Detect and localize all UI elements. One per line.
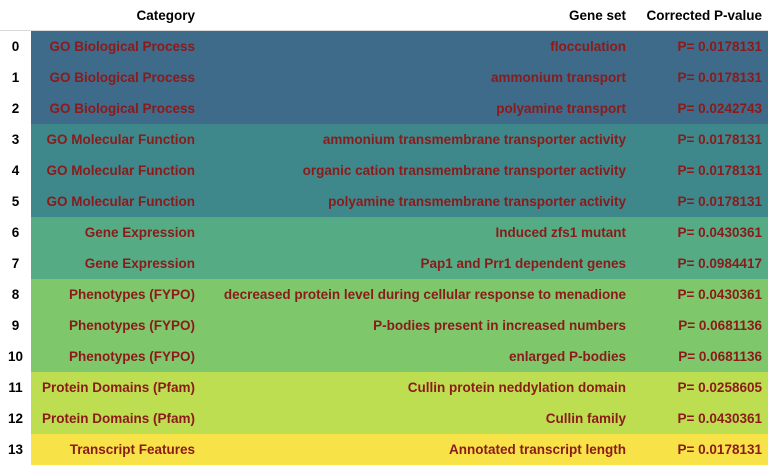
p-value-cell: P= 0.0178131 — [677, 132, 762, 147]
row-index: 12 — [0, 403, 31, 434]
row-highlight: Gene Expression Induced zfs1 mutant P= 0.0… — [31, 217, 768, 248]
gene-set-cell: polyamine transport — [496, 101, 626, 116]
p-value-cell: P= 0.0178131 — [677, 442, 762, 457]
category-header[interactable]: Category — [136, 7, 195, 23]
table-row[interactable]: 13 Transcript Features Annotated transcrip… — [0, 434, 768, 465]
row-index: 6 — [0, 217, 31, 248]
gene-set-cell: decreased protein level during cellular … — [223, 287, 626, 302]
table-row[interactable]: 11 Protein Domains (Pfam) Cullin protein n… — [0, 372, 768, 403]
gene-set-header[interactable]: Gene set — [568, 7, 626, 23]
category-cell: Gene Expression — [84, 225, 195, 240]
row-index: 3 — [0, 124, 31, 155]
table-row[interactable]: 9 Phenotypes (FYPO) P-bodies present in in… — [0, 310, 768, 341]
table-body: 0 GO Biological Process flocculation P= 0.0… — [0, 31, 768, 465]
row-highlight: Phenotypes (FYPO) enlarged P-bodies P= 0.0… — [31, 341, 768, 372]
category-cell: GO Biological Process — [49, 70, 195, 85]
row-index: 4 — [0, 155, 31, 186]
p-value-header[interactable]: Corrected P-value — [646, 7, 762, 23]
category-cell: Transcript Features — [69, 442, 195, 457]
p-value-cell: P= 0.0258605 — [677, 380, 762, 395]
category-cell: GO Molecular Function — [46, 163, 195, 178]
category-cell: GO Biological Process — [49, 39, 195, 54]
row-highlight: GO Biological Process ammonium transport P… — [31, 62, 768, 93]
category-cell: GO Molecular Function — [46, 194, 195, 209]
row-highlight: Protein Domains (Pfam) Cullin protein ned… — [31, 372, 768, 403]
p-value-cell: P= 0.0178131 — [677, 70, 762, 85]
row-highlight: GO Molecular Function polyamine transmemb… — [31, 186, 768, 217]
row-highlight: Protein Domains (Pfam) Cullin family P= 0.… — [31, 403, 768, 434]
table-row[interactable]: 7 Gene Expression Pap1 and Prr1 dependent … — [0, 248, 768, 279]
category-cell: Phenotypes (FYPO) — [68, 318, 195, 333]
p-value-cell: P= 0.0681136 — [678, 318, 762, 333]
row-highlight: GO Molecular Function organic cation tran… — [31, 155, 768, 186]
gene-set-cell: enlarged P-bodies — [508, 349, 626, 364]
p-value-cell: P= 0.0178131 — [677, 194, 762, 209]
index-header — [0, 0, 31, 30]
table-row[interactable]: 10 Phenotypes (FYPO) enlarged P-bodies P= 0… — [0, 341, 768, 372]
gene-set-cell: Cullin family — [545, 411, 626, 426]
gene-set-cell: Induced zfs1 mutant — [495, 225, 626, 240]
row-index: 9 — [0, 310, 31, 341]
table-row[interactable]: 3 GO Molecular Function ammonium transmemb… — [0, 124, 768, 155]
row-highlight: Phenotypes (FYPO) P-bodies present in inc… — [31, 310, 768, 341]
p-value-cell: P= 0.0681136 — [678, 349, 762, 364]
row-index: 10 — [0, 341, 31, 372]
table-row[interactable]: 1 GO Biological Process ammonium transport… — [0, 62, 768, 93]
p-value-cell: P= 0.0984417 — [677, 256, 762, 271]
row-highlight: GO Molecular Function ammonium transmembr… — [31, 124, 768, 155]
table-row[interactable]: 4 GO Molecular Function organic cation tra… — [0, 155, 768, 186]
p-value-cell: P= 0.0178131 — [677, 163, 762, 178]
p-value-cell: P= 0.0242743 — [677, 101, 762, 116]
gene-set-cell: P-bodies present in increased numbers — [373, 318, 626, 333]
row-highlight: Transcript Features Annotated transcript … — [31, 434, 768, 465]
row-highlight: GO Biological Process polyamine transport… — [31, 93, 768, 124]
category-cell: Protein Domains (Pfam) — [41, 411, 195, 426]
row-highlight: Phenotypes (FYPO) decreased protein level… — [31, 279, 768, 310]
gene-set-cell: flocculation — [550, 39, 626, 54]
category-cell: Phenotypes (FYPO) — [68, 349, 195, 364]
row-index: 5 — [0, 186, 31, 217]
gene-set-cell: ammonium transport — [490, 70, 626, 85]
table-row[interactable]: 5 GO Molecular Function polyamine transmem… — [0, 186, 768, 217]
row-index: 0 — [0, 31, 31, 62]
table-row[interactable]: 12 Protein Domains (Pfam) Cullin family P= … — [0, 403, 768, 434]
row-highlight: Gene Expression Pap1 and Prr1 dependent g… — [31, 248, 768, 279]
p-value-cell: P= 0.0430361 — [677, 287, 762, 302]
category-cell: Phenotypes (FYPO) — [68, 287, 195, 302]
p-value-cell: P= 0.0178131 — [677, 39, 762, 54]
category-cell: GO Molecular Function — [46, 132, 195, 147]
row-index: 7 — [0, 248, 31, 279]
gene-set-cell: organic cation transmembrane transporter… — [302, 163, 626, 178]
gene-set-cell: Pap1 and Prr1 dependent genes — [420, 256, 626, 271]
row-index: 13 — [0, 434, 31, 465]
row-index: 11 — [0, 372, 31, 403]
row-index: 1 — [0, 62, 31, 93]
table-row[interactable]: 2 GO Biological Process polyamine transpor… — [0, 93, 768, 124]
gene-set-cell: Annotated transcript length — [448, 442, 626, 457]
row-highlight: GO Biological Process flocculation P= 0.01… — [31, 31, 768, 62]
table-header: Category Gene set Corrected P-value — [0, 0, 768, 31]
row-index: 8 — [0, 279, 31, 310]
table-row[interactable]: 8 Phenotypes (FYPO) decreased protein leve… — [0, 279, 768, 310]
category-cell: Gene Expression — [84, 256, 195, 271]
gene-set-cell: ammonium transmembrane transporter activ… — [322, 132, 626, 147]
category-cell: GO Biological Process — [49, 101, 195, 116]
p-value-cell: P= 0.0430361 — [677, 225, 762, 240]
p-value-cell: P= 0.0430361 — [677, 411, 762, 426]
gene-set-cell: polyamine transmembrane transporter acti… — [328, 194, 626, 209]
row-index: 2 — [0, 93, 31, 124]
category-cell: Protein Domains (Pfam) — [41, 380, 195, 395]
gene-set-cell: Cullin protein neddylation domain — [407, 380, 626, 395]
table-row[interactable]: 0 GO Biological Process flocculation P= 0.0… — [0, 31, 768, 62]
table-row[interactable]: 6 Gene Expression Induced zfs1 mutant P= 0.… — [0, 217, 768, 248]
